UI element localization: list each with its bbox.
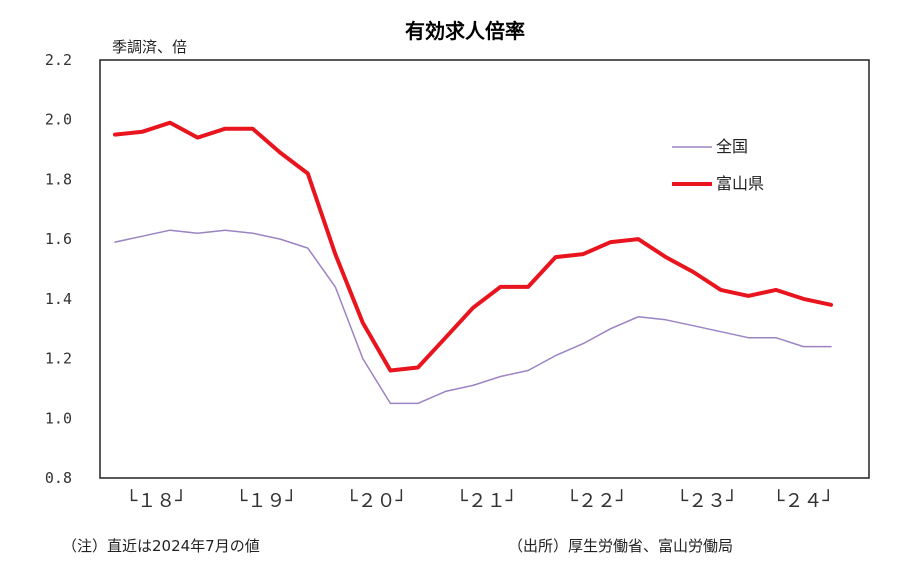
y-tick-label: 0.8 — [45, 469, 72, 487]
x-tick-label: └１８┘ — [126, 488, 187, 512]
plot-frame — [99, 59, 870, 479]
legend-label-national: 全国 — [716, 137, 748, 156]
chart-title: 有効求人倍率 — [405, 19, 525, 43]
series-layer — [113, 120, 833, 405]
series-line-toyama — [113, 120, 833, 373]
x-tick-label: └２１┘ — [456, 488, 517, 512]
x-tick-label: └２０┘ — [346, 488, 407, 512]
x-tick-label: └２４┘ — [773, 488, 834, 512]
y-tick-label: 1.0 — [45, 409, 72, 427]
y-tick-label: 1.4 — [45, 290, 72, 308]
y-tick-label: 1.6 — [45, 230, 72, 248]
x-axis: └１８┘ └１９┘ └２０┘ └２１┘ └２２┘ └２３┘ └２４┘ — [126, 488, 834, 512]
footnote-note: （注）直近は2024年7月の値 — [62, 537, 260, 555]
series-line-national — [114, 229, 832, 405]
y-tick-label: 1.8 — [45, 170, 72, 188]
y-tick-label: 2.0 — [45, 111, 72, 129]
y-axis-unit-label: 季調済、倍 — [112, 38, 187, 56]
y-tick-label: 1.2 — [45, 350, 72, 368]
x-tick-label: └２３┘ — [677, 488, 738, 512]
x-tick-label: └１９┘ — [236, 488, 297, 512]
footnote-source: （出所）厚生労働省、富山労働局 — [508, 537, 733, 555]
y-axis: 2.2 2.0 1.8 1.6 1.4 1.2 1.0 0.8 — [45, 51, 72, 487]
legend: 全国 富山県 — [672, 137, 764, 193]
legend-label-toyama: 富山県 — [716, 174, 764, 193]
x-tick-label: └２２┘ — [566, 488, 627, 512]
y-tick-label: 2.2 — [45, 51, 72, 69]
